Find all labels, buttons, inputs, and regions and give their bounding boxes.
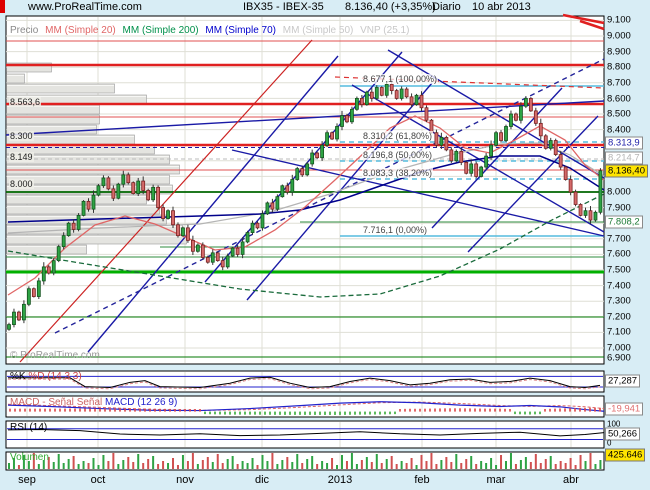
trendlines [5, 13, 605, 363]
fibonacci-level-label: 8.196,8 (50,00%) [362, 150, 434, 160]
rsi-plot [5, 420, 605, 449]
fibonacci-level-label: 7.716,1 (0,00%) [362, 225, 429, 235]
rsi-line [7, 428, 605, 437]
macd-histogram [9, 407, 601, 415]
volume-bars [8, 453, 602, 469]
fibonacci-level-label: 8.677,1 (100,00%) [362, 74, 439, 84]
profile-price-label: 8.563,6 [9, 97, 42, 107]
fibonacci-level-label: 8.310,2 (61,80%) [362, 131, 434, 141]
profile-price-label: 8.000 [9, 179, 34, 189]
stoch-k-line [8, 376, 601, 388]
month-label-2013[interactable]: 2013 [327, 474, 353, 486]
stoch-plot [5, 370, 605, 393]
profile-price-label: 8.149 [9, 152, 34, 162]
month-label-dic[interactable]: dic [254, 474, 270, 486]
month-label-oct[interactable]: oct [90, 474, 106, 486]
fibonacci-level-label: 8.083,3 (38,20%) [362, 168, 434, 178]
month-label-nov[interactable]: nov [176, 474, 194, 486]
stoch-d-line [8, 378, 601, 390]
vol-plot [5, 451, 605, 471]
candles [7, 79, 603, 331]
corner-marker [0, 0, 5, 13]
horizontal-levels [6, 40, 604, 358]
month-label-sep[interactable]: sep [18, 474, 36, 486]
month-label-feb[interactable]: feb [414, 474, 430, 486]
month-label-mar[interactable]: mar [486, 474, 506, 486]
profile-price-label: 8.300 [9, 131, 34, 141]
month-label-abr[interactable]: abr [563, 474, 579, 486]
